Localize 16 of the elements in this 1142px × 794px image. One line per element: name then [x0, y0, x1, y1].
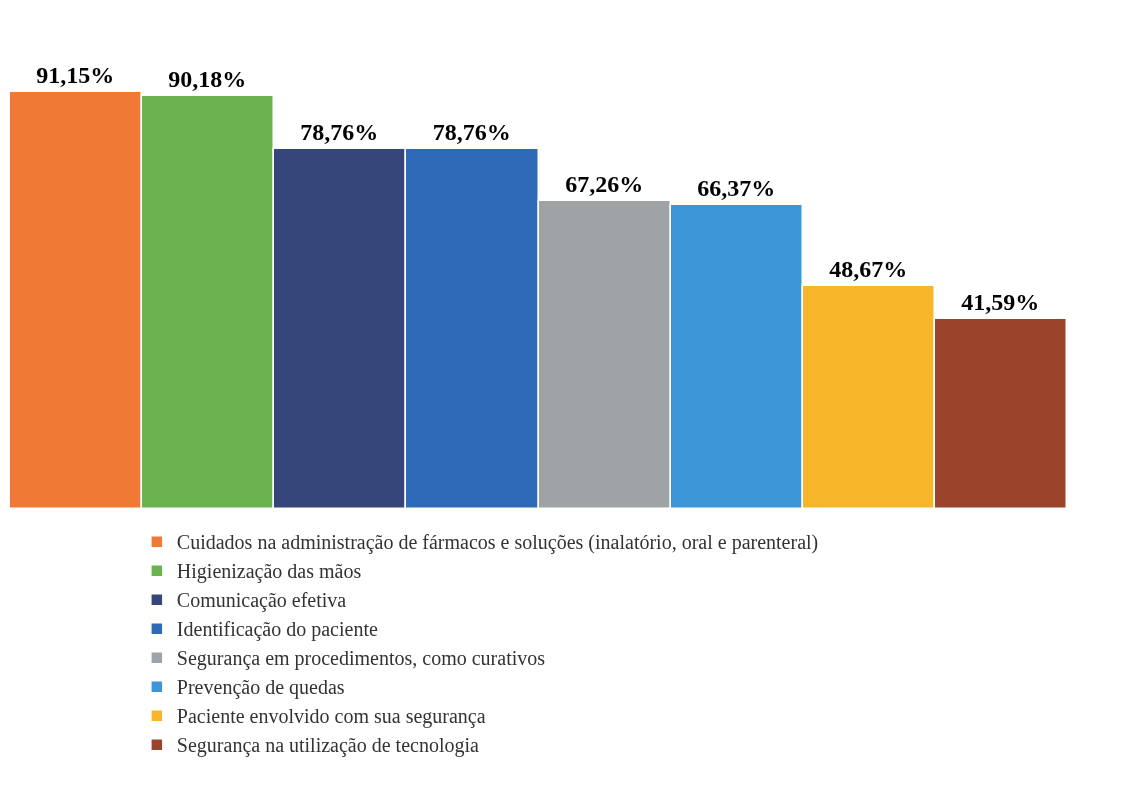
- legend-label: Identificação do paciente: [176, 618, 378, 642]
- legend-label: Higienização das mãos: [176, 560, 362, 584]
- legend-label: Comunicação efetiva: [176, 589, 347, 613]
- legend-label: Segurança em procedimentos, como curativos: [176, 647, 546, 671]
- data-label: 91,15%: [36, 62, 115, 89]
- data-label: 67,26%: [565, 171, 644, 198]
- legend-label: Segurança na utilização de tecnologia: [176, 734, 480, 758]
- data-label: 78,76%: [300, 119, 379, 146]
- data-label: 48,67%: [829, 256, 908, 283]
- data-label: 66,37%: [697, 175, 776, 202]
- legend-label: Paciente envolvido com sua segurança: [176, 705, 486, 729]
- data-label: 90,18%: [168, 66, 247, 93]
- legend-label: Prevenção de quedas: [176, 676, 345, 700]
- data-label: 78,76%: [432, 119, 511, 146]
- legend-label: Cuidados na administração de fármacos e soluções (inalatório, oral e parenteral): [176, 531, 819, 555]
- data-label: 41,59%: [961, 289, 1040, 316]
